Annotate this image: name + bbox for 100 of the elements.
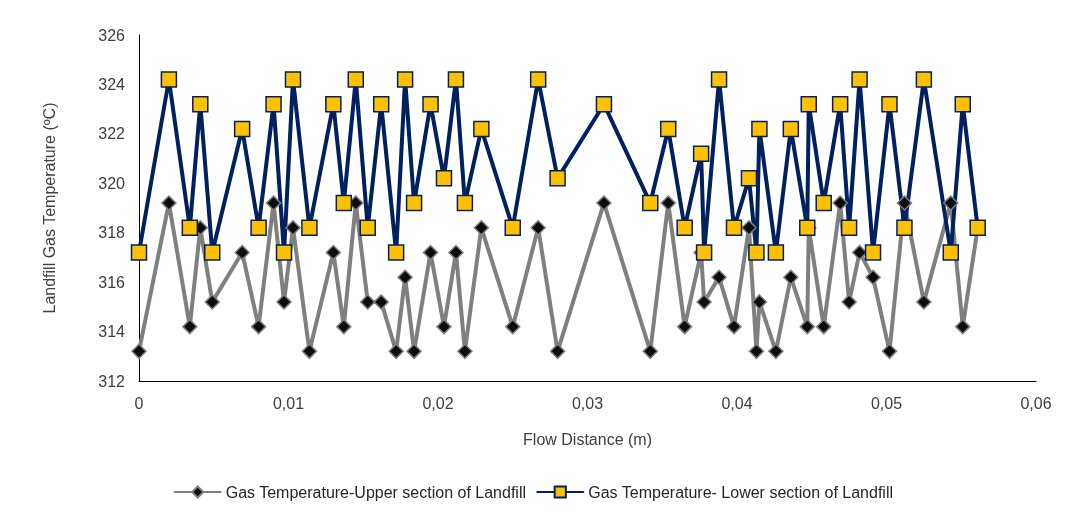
- point: [234, 244, 250, 261]
- y-tick-label: 326: [98, 26, 126, 44]
- x-tick-label: 0,06: [1020, 394, 1052, 412]
- y-tick-label: 312: [98, 372, 126, 390]
- point: [692, 145, 710, 162]
- point: [841, 294, 857, 310]
- point: [457, 343, 473, 360]
- y-tick-label: 322: [98, 125, 126, 143]
- point: [748, 343, 765, 360]
- point: [783, 269, 799, 285]
- x-tick-label: 0: [134, 394, 144, 412]
- point: [943, 195, 959, 211]
- point: [250, 219, 267, 237]
- point: [710, 71, 728, 88]
- point: [782, 120, 800, 138]
- point: [642, 343, 659, 360]
- legend-label: Gas Temperature-Upper section of Landfill: [225, 483, 526, 501]
- x-tick-label: 0,02: [422, 394, 454, 412]
- point: [406, 343, 422, 360]
- point: [130, 244, 148, 261]
- point: [161, 195, 177, 211]
- point: [447, 71, 465, 88]
- point: [831, 95, 849, 113]
- point: [301, 219, 318, 237]
- point: [456, 194, 474, 212]
- point: [800, 95, 818, 113]
- y-axis-title: Landfill Gas Temperature (ºC): [40, 102, 58, 314]
- x-tick-label: 0,05: [870, 394, 903, 412]
- point: [751, 294, 768, 310]
- point: [435, 170, 453, 187]
- point: [741, 220, 757, 236]
- x-axis-title: Flow Distance (m): [523, 430, 652, 448]
- point: [359, 219, 376, 237]
- point: [192, 95, 209, 113]
- point: [505, 318, 521, 335]
- point: [660, 195, 676, 211]
- point: [767, 244, 785, 261]
- point: [549, 170, 566, 187]
- point: [529, 71, 547, 88]
- point: [748, 244, 765, 261]
- point: [549, 343, 566, 360]
- point: [751, 120, 768, 138]
- point: [659, 120, 677, 138]
- point: [595, 95, 613, 113]
- point: [265, 195, 282, 211]
- point: [896, 219, 913, 237]
- point: [840, 219, 858, 237]
- point: [865, 269, 881, 285]
- point: [851, 71, 868, 88]
- point: [815, 194, 832, 212]
- point: [373, 294, 389, 310]
- point: [676, 219, 693, 237]
- point: [448, 244, 464, 261]
- legend-label: Gas Temperature- Lower section of Landfill: [588, 483, 894, 501]
- x-tick-label: 0,01: [272, 394, 305, 412]
- point: [265, 95, 282, 113]
- point: [896, 195, 913, 211]
- y-tick-label: 320: [98, 174, 126, 192]
- y-tick-label: 314: [98, 323, 126, 341]
- point: [387, 244, 405, 261]
- point: [422, 95, 439, 113]
- point: [916, 294, 932, 310]
- point: [596, 195, 612, 211]
- point: [530, 220, 546, 236]
- point: [285, 220, 301, 236]
- point: [473, 120, 490, 138]
- point: [832, 195, 848, 211]
- point: [359, 294, 376, 310]
- point: [740, 170, 758, 187]
- point: [864, 244, 882, 261]
- point: [325, 95, 342, 113]
- point: [473, 220, 490, 236]
- point: [335, 194, 353, 212]
- point: [347, 71, 365, 88]
- point: [233, 120, 251, 138]
- point: [284, 71, 302, 88]
- point: [915, 71, 933, 88]
- point: [301, 343, 318, 360]
- point: [768, 343, 784, 360]
- point: [711, 269, 727, 285]
- point: [181, 219, 199, 237]
- point: [275, 244, 293, 261]
- point: [131, 343, 147, 360]
- x-tick-label: 0,04: [721, 394, 753, 412]
- point: [696, 294, 712, 310]
- point: [204, 294, 221, 310]
- point: [642, 194, 659, 212]
- point: [881, 343, 898, 360]
- point: [397, 269, 413, 285]
- x-tick-label: 0,03: [571, 394, 604, 412]
- point: [405, 194, 423, 212]
- point: [504, 219, 521, 237]
- point: [881, 95, 898, 113]
- y-tick-label: 324: [98, 75, 126, 93]
- point: [954, 95, 971, 113]
- point: [204, 244, 221, 261]
- point: [160, 71, 178, 88]
- point: [276, 294, 292, 310]
- point: [372, 95, 390, 113]
- y-tick-label: 316: [98, 273, 126, 291]
